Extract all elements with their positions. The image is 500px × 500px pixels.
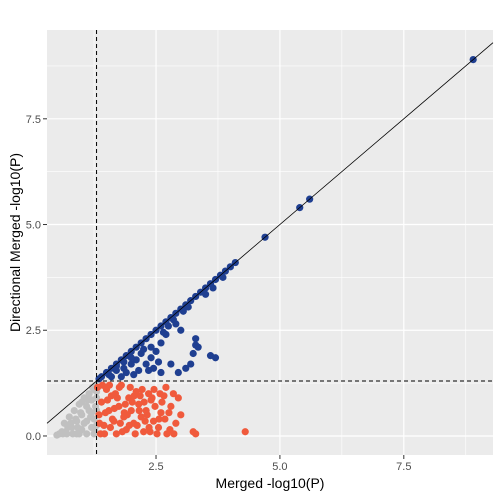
data-point [177,327,184,334]
x-axis-ticks: 2.5 5.0 7.5 [148,455,411,473]
data-point [99,382,106,389]
data-point [143,360,150,367]
data-point [172,420,179,427]
data-point [129,399,136,406]
data-point [66,413,73,420]
data-point [155,415,162,422]
data-point [104,396,111,403]
data-point [209,284,216,291]
data-point [139,386,146,393]
data-point [78,399,85,406]
data-point [167,360,174,367]
data-point [158,399,165,406]
data-point [155,358,162,365]
data-point [157,409,164,416]
data-point [177,411,184,418]
data-point [242,428,249,435]
data-point [157,369,164,376]
data-point [212,354,219,361]
data-point [83,430,90,437]
data-point [155,424,162,431]
data-point [195,344,202,351]
data-point [127,384,134,391]
data-point [122,401,129,408]
data-point [86,407,93,414]
data-point [165,409,172,416]
data-point [151,403,158,410]
data-point [74,424,81,431]
data-point [175,369,182,376]
data-point [77,409,84,416]
data-point [87,413,94,420]
data-point [116,384,123,391]
data-point [142,418,149,425]
data-point [153,430,160,437]
data-point [192,335,199,342]
data-point [102,409,109,416]
data-point [150,386,157,393]
y-tick-label: 5.0 [26,220,41,232]
data-point [190,428,197,435]
data-point [118,373,125,380]
data-point [163,430,170,437]
data-point [145,424,152,431]
data-point [131,392,138,399]
data-point [157,339,164,346]
y-tick-label: 2.5 [26,325,41,337]
data-point [165,322,172,329]
y-axis-title: Directional Merged -log10(P) [7,153,23,332]
data-point [147,354,154,361]
data-point [106,382,113,389]
data-point [108,373,115,380]
data-point [187,360,194,367]
y-axis-ticks: 0.0 2.5 5.0 7.5 [26,114,47,443]
x-axis-title: Merged -log10(P) [216,475,325,491]
data-point [141,399,148,406]
y-tick-label: 7.5 [26,114,41,126]
data-point [71,407,78,414]
data-point [167,403,174,410]
data-point [135,367,142,374]
data-point [69,430,76,437]
data-point [148,394,155,401]
x-tick-label: 7.5 [396,461,411,473]
data-point [162,384,169,391]
data-point [121,409,128,416]
data-point [117,420,124,427]
data-point [128,354,135,361]
data-point [107,424,114,431]
data-point [101,430,108,437]
data-point [126,422,133,429]
data-point [81,420,88,427]
x-tick-label: 2.5 [148,461,163,473]
data-point [144,411,151,418]
data-point [160,329,167,336]
data-point [114,394,121,401]
data-point [147,344,154,351]
x-tick-label: 5.0 [272,461,287,473]
data-point [76,430,83,437]
data-point [134,422,141,429]
data-point [56,430,63,437]
data-point [109,415,116,422]
data-point [119,428,126,435]
y-tick-label: 0.0 [26,431,41,443]
data-point [175,394,182,401]
data-point [202,291,209,298]
data-point [140,346,147,353]
data-point [136,407,143,414]
data-point [132,430,139,437]
data-point [111,405,118,412]
data-point [145,367,152,374]
data-point [170,430,177,437]
data-point [190,350,197,357]
data-point [160,392,167,399]
